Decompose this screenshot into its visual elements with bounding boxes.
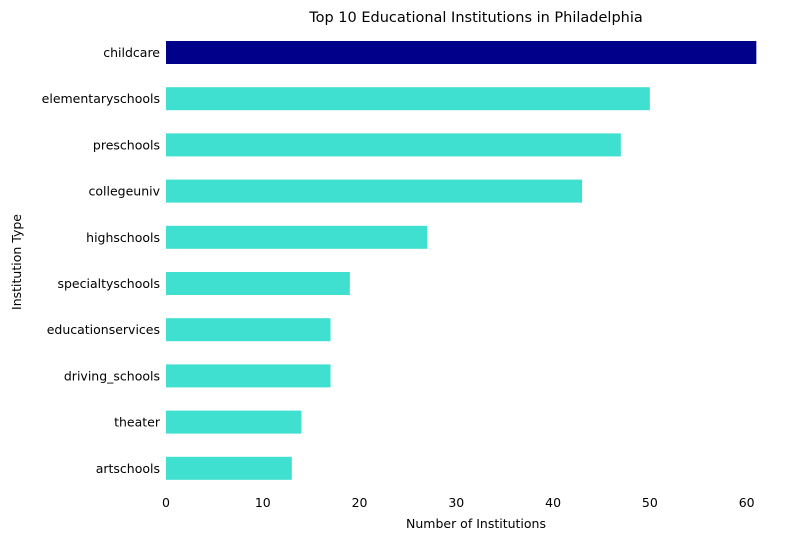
category-label-artschools: artschools (96, 461, 160, 476)
category-label-driving_schools: driving_schools (64, 368, 160, 383)
x-tick-label: 30 (448, 495, 464, 510)
x-tick-label: 0 (162, 495, 170, 510)
x-tick-label: 40 (545, 495, 561, 510)
bar-elementaryschools (166, 87, 650, 111)
bar-theater (166, 410, 302, 434)
x-tick-label: 10 (255, 495, 271, 510)
bar-artschools (166, 456, 292, 480)
category-label-specialtyschools: specialtyschools (57, 276, 160, 291)
category-label-highschools: highschools (86, 230, 160, 245)
bar-educationservices (166, 318, 331, 342)
bar-collegeuniv (166, 179, 583, 203)
category-label-educationservices: educationservices (47, 322, 160, 337)
bar-driving_schools (166, 364, 331, 388)
x-axis-ticks: 0 10 20 30 40 50 60 (162, 495, 755, 510)
bar-childcare (166, 41, 757, 64)
y-axis-title: Institution Type (9, 214, 24, 310)
category-labels: childcare elementaryschools preschools coll… (42, 45, 161, 476)
x-tick-label: 20 (352, 495, 368, 510)
category-label-preschools: preschools (93, 137, 160, 152)
x-tick-label: 60 (739, 495, 755, 510)
bar-specialtyschools (166, 272, 350, 295)
x-tick-label: 50 (642, 495, 658, 510)
chart-title: Top 10 Educational Institutions in Phila… (308, 10, 643, 26)
category-label-elementaryschools: elementaryschools (42, 91, 160, 106)
bar-preschools (166, 133, 621, 157)
x-axis-title: Number of Institutions (406, 516, 546, 531)
bars-group (166, 41, 757, 480)
category-label-collegeuniv: collegeuniv (89, 184, 161, 199)
category-label-childcare: childcare (103, 45, 160, 60)
bar-highschools (166, 225, 428, 249)
category-label-theater: theater (114, 415, 161, 430)
